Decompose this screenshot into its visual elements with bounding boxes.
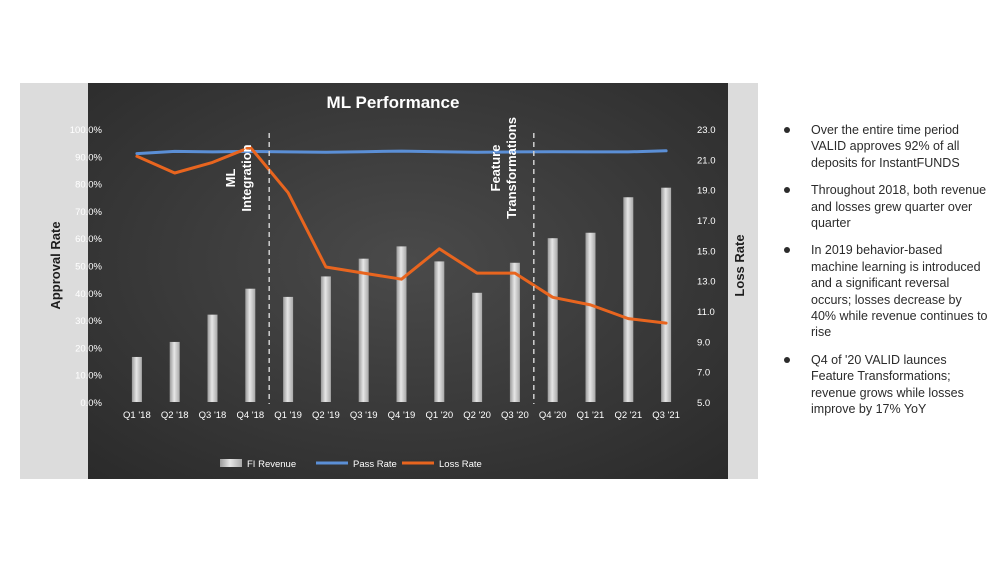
bullet-list: Over the entire time period VALID approv… xyxy=(780,122,990,429)
right-tick-label: 7.0 xyxy=(697,368,710,379)
left-tick-label: 10.0% xyxy=(75,371,102,382)
x-tick-label: Q3 '18 xyxy=(199,410,227,421)
revenue-bar xyxy=(283,296,294,402)
left-axis-title: Approval Rate xyxy=(48,221,63,309)
right-tick-label: 23.0 xyxy=(697,125,716,136)
chart-title: ML Performance xyxy=(327,93,460,112)
x-tick-label: Q3 '21 xyxy=(652,410,680,421)
revenue-bar xyxy=(358,258,369,402)
revenue-bar xyxy=(509,262,520,402)
x-tick-label: Q1 '20 xyxy=(425,410,453,421)
left-tick-label: 30.0% xyxy=(75,316,102,327)
x-tick-label: Q1 '19 xyxy=(274,410,302,421)
bullet-text: Throughout 2018, both revenue and losses… xyxy=(811,183,987,231)
left-tick-label: 40.0% xyxy=(75,289,102,300)
bullet-item: Q4 of '20 VALID launces Feature Transfor… xyxy=(780,352,990,418)
chart-panel: MLIntegration FeatureTransformations 0.0%… xyxy=(20,83,758,479)
x-tick-label: Q2 '18 xyxy=(161,410,189,421)
revenue-bar xyxy=(547,238,558,402)
bullet-item: Over the entire time period VALID approv… xyxy=(780,122,990,171)
bullet-text: Over the entire time period VALID approv… xyxy=(811,123,960,170)
bullet-item: Throughout 2018, both revenue and losses… xyxy=(780,182,990,231)
revenue-bar xyxy=(169,341,180,402)
x-tick-label: Q1 '21 xyxy=(577,410,605,421)
left-tick-label: 50.0% xyxy=(75,262,102,273)
x-tick-label: Q4 '18 xyxy=(236,410,264,421)
revenue-bar xyxy=(661,187,672,402)
revenue-bar xyxy=(585,232,596,402)
bullet-text: Q4 of '20 VALID launces Feature Transfor… xyxy=(811,352,964,417)
right-tick-label: 21.0 xyxy=(697,155,716,166)
right-tick-label: 17.0 xyxy=(697,216,716,227)
left-tick-label: 60.0% xyxy=(75,234,102,245)
left-tick-label: 100.0% xyxy=(70,125,103,136)
x-tick-label: Q2 '20 xyxy=(463,410,491,421)
revenue-bar xyxy=(396,246,407,402)
x-tick-label: Q1 '18 xyxy=(123,410,151,421)
left-tick-label: 90.0% xyxy=(75,152,102,163)
right-tick-label: 15.0 xyxy=(697,246,716,257)
pass-rate-line xyxy=(135,149,668,156)
annotation-label: MLIntegration xyxy=(223,144,254,211)
bullet-text: In 2019 behavior-based machine learning … xyxy=(811,243,988,340)
right-tick-label: 9.0 xyxy=(697,337,710,348)
revenue-bar xyxy=(472,292,483,402)
revenue-bar xyxy=(320,276,331,402)
legend-label: Pass Rate xyxy=(353,459,397,470)
x-tick-label: Q4 '19 xyxy=(388,410,416,421)
right-tick-label: 19.0 xyxy=(697,186,716,197)
x-tick-label: Q4 '20 xyxy=(539,410,567,421)
revenue-bar xyxy=(131,356,142,402)
revenue-bar xyxy=(245,288,256,402)
right-axis-title: Loss Rate xyxy=(732,234,747,296)
left-tick-label: 70.0% xyxy=(75,207,102,218)
bullet-dot xyxy=(784,356,790,363)
left-tick-label: 0.0% xyxy=(80,398,102,409)
right-tick-label: 5.0 xyxy=(697,398,710,409)
bullet-dot xyxy=(784,127,790,133)
right-tick-label: 13.0 xyxy=(697,277,716,288)
left-tick-label: 80.0% xyxy=(75,180,102,191)
x-tick-label: Q3 '20 xyxy=(501,410,529,421)
bullet-item: In 2019 behavior-based machine learning … xyxy=(780,242,990,340)
legend-label: FI Revenue xyxy=(247,459,296,470)
left-tick-label: 20.0% xyxy=(75,343,102,354)
loss-rate-line xyxy=(135,145,668,325)
ml-performance-chart: MLIntegration FeatureTransformations 0.0%… xyxy=(20,83,758,479)
right-tick-label: 11.0 xyxy=(697,307,715,318)
revenue-bar xyxy=(434,261,445,402)
legend-label: Loss Rate xyxy=(439,459,482,470)
x-tick-label: Q2 '19 xyxy=(312,410,340,421)
revenue-bar xyxy=(207,314,218,402)
revenue-bar xyxy=(623,197,634,402)
plot-background xyxy=(88,83,728,479)
x-tick-label: Q2 '21 xyxy=(614,410,642,421)
bullet-dot xyxy=(784,187,790,194)
x-tick-label: Q3 '19 xyxy=(350,410,378,421)
bullet-dot xyxy=(784,247,790,254)
annotation-label: FeatureTransformations xyxy=(488,117,519,219)
legend-swatch xyxy=(220,459,242,467)
